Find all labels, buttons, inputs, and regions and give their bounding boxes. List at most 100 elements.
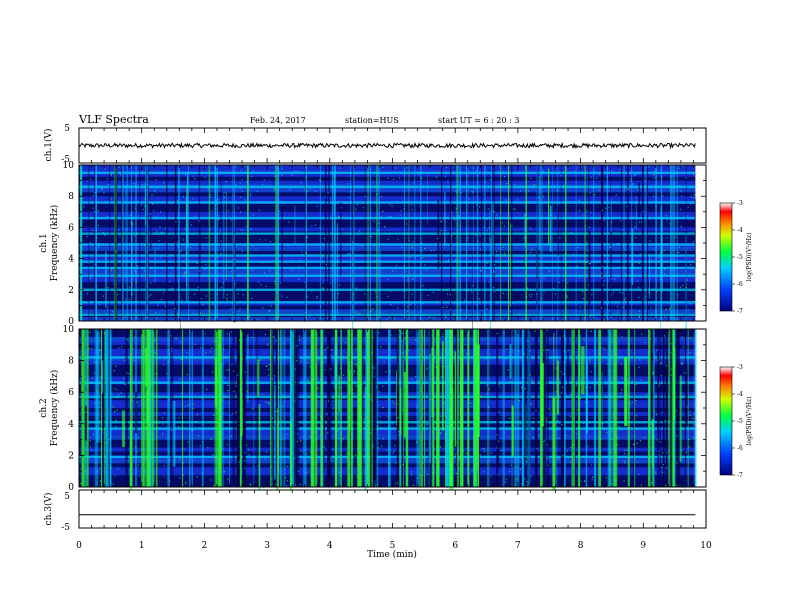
spectrogram-row xyxy=(79,384,696,389)
spectrogram-speckle xyxy=(440,376,443,378)
spectrogram-speckle xyxy=(255,396,258,398)
spectrogram-speckle xyxy=(673,267,675,269)
spectrogram-speckle xyxy=(389,357,392,359)
spectrogram-speckle xyxy=(421,439,423,441)
spectrogram-streak xyxy=(95,165,98,321)
spectrogram-speckle xyxy=(479,248,482,251)
spectrogram-speckle xyxy=(90,382,92,384)
spectrogram-speckle xyxy=(411,474,413,476)
spectrogram-speckle xyxy=(477,241,479,243)
spectrogram-speckle xyxy=(227,384,229,387)
spectrogram-streak xyxy=(527,329,531,487)
spectrogram-speckle xyxy=(231,363,233,366)
spectrogram-speckle xyxy=(587,250,589,252)
spectrogram-streak xyxy=(472,254,474,335)
spectrogram-speckle xyxy=(582,215,584,217)
spectrogram-speckle xyxy=(337,312,339,314)
spectrogram-speckle xyxy=(144,205,146,207)
frequency-band xyxy=(79,356,696,359)
spectrogram-speckle xyxy=(84,373,87,376)
spectrogram-streak xyxy=(234,366,236,442)
spectrogram-speckle xyxy=(115,365,117,367)
spectrogram-speckle xyxy=(274,187,276,189)
spectrogram-speckle xyxy=(258,209,261,211)
spectrogram-speckle xyxy=(472,167,474,169)
spectrogram-speckle xyxy=(81,199,83,201)
spectrogram-speckle xyxy=(539,387,541,390)
spectrogram-speckle xyxy=(120,174,122,176)
spectrogram-speckle xyxy=(484,181,487,183)
spectrogram-speckle xyxy=(530,177,532,179)
spectrogram-speckle xyxy=(394,445,396,447)
spectrogram-speckle xyxy=(647,361,649,363)
spectrogram-streak xyxy=(601,372,603,429)
spectrogram-speckle xyxy=(570,446,572,448)
spectrogram-streak xyxy=(334,344,338,389)
spectrogram-speckle xyxy=(160,299,163,301)
spectrogram-speckle xyxy=(179,250,181,253)
spectrogram-speckle xyxy=(151,330,153,333)
spectrogram-speckle xyxy=(97,224,99,226)
spectrogram-streak xyxy=(350,165,352,321)
spectrogram-speckle xyxy=(589,386,591,389)
spectrogram-speckle xyxy=(501,222,504,224)
spectrogram-speckle xyxy=(440,165,442,167)
spectrogram-speckle xyxy=(521,459,523,461)
spectrogram-speckle xyxy=(209,194,212,196)
colorbar-tick-label: -3 xyxy=(737,200,743,207)
spectrogram-speckle xyxy=(217,198,219,201)
spectrogram-speckle xyxy=(625,297,627,299)
spectrogram-streak xyxy=(581,346,585,395)
spectrogram-speckle xyxy=(125,193,127,195)
ch1-colorbar: -3-4-5-6-7 log(PSD)(V²/Hz) xyxy=(719,200,753,315)
spectrogram-streak xyxy=(274,385,278,480)
spectrogram-speckle xyxy=(409,256,411,258)
spectrogram-speckle xyxy=(505,200,507,202)
spectrogram-speckle xyxy=(113,370,115,372)
spectrogram-row xyxy=(79,368,696,373)
spectrogram-row xyxy=(79,219,696,224)
spectrogram-speckle xyxy=(405,218,407,220)
spectrogram-speckle xyxy=(179,378,181,380)
spectrogram-speckle xyxy=(275,420,277,423)
spectrogram-speckle xyxy=(80,174,83,176)
spectrogram-speckle xyxy=(475,169,477,172)
spectrogram-speckle xyxy=(391,400,394,402)
spectrogram-streak xyxy=(525,404,527,466)
spectrogram-speckle xyxy=(578,277,581,279)
spectrogram-speckle xyxy=(579,306,581,308)
spectrogram-speckle xyxy=(339,367,341,369)
spectrogram-speckle xyxy=(606,431,608,434)
spectrogram-speckle xyxy=(624,460,626,463)
spectrogram-speckle xyxy=(379,416,382,418)
spectrogram-streak xyxy=(428,329,430,487)
spectrogram-streak xyxy=(222,329,224,487)
spectrogram-speckle xyxy=(194,216,196,218)
spectrogram-speckle xyxy=(337,413,339,415)
spectrogram-speckle xyxy=(112,406,114,408)
spectrogram-speckle xyxy=(217,219,219,221)
spectrogram-streak xyxy=(129,329,133,487)
spectrogram-speckle xyxy=(101,188,103,190)
spectrogram-speckle xyxy=(562,455,564,457)
spectrogram-streak xyxy=(214,165,217,321)
spectrogram-speckle xyxy=(101,428,104,431)
spectrogram-speckle xyxy=(204,333,206,335)
spectrogram-speckle xyxy=(556,189,559,191)
spectrogram-speckle xyxy=(689,303,691,305)
spectrogram-streak xyxy=(436,329,440,487)
spectrogram-speckle xyxy=(276,291,278,293)
y-tick-label: 10 xyxy=(63,161,75,171)
spectrogram-speckle xyxy=(681,336,683,338)
spectrogram-speckle xyxy=(556,359,559,361)
spectrogram-speckle xyxy=(679,185,681,187)
spectrogram-speckle xyxy=(353,371,356,373)
spectrogram-speckle xyxy=(336,430,338,432)
spectrogram-speckle xyxy=(241,370,243,372)
spectrogram-speckle xyxy=(397,239,399,241)
spectrogram-speckle xyxy=(610,170,612,172)
spectrogram-speckle xyxy=(155,372,157,375)
spectrogram-speckle xyxy=(86,293,89,295)
spectrogram-row xyxy=(79,207,696,213)
spectrogram-speckle xyxy=(171,350,173,352)
